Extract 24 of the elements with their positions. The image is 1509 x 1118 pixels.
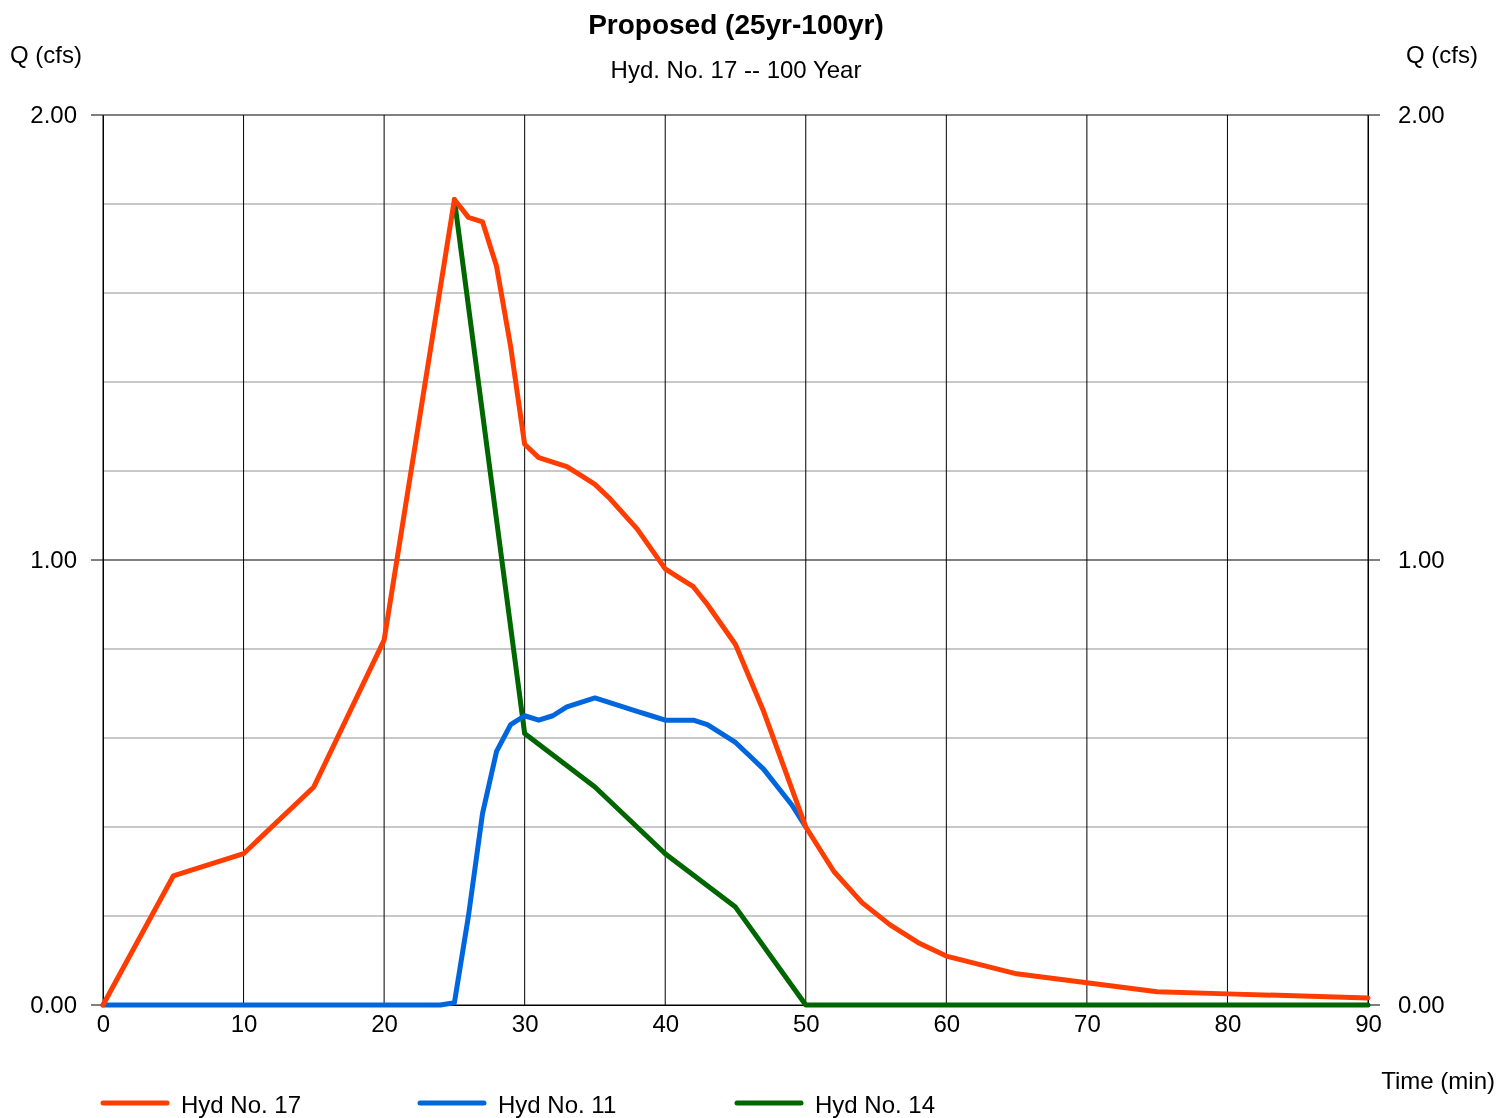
x-tick-label: 0: [96, 1010, 111, 1038]
chart-title: Proposed (25yr-100yr): [588, 9, 884, 40]
x-tick-label: 30: [511, 1010, 539, 1038]
chart-subtitle: Hyd. No. 17 -- 100 Year: [610, 56, 862, 83]
x-axis-title: Time (min): [1381, 1067, 1495, 1094]
y2-axis-title: Q (cfs): [1406, 41, 1478, 68]
legend-label: Hyd No. 17: [181, 1091, 302, 1118]
x-tick-label: 20: [371, 1010, 398, 1038]
legend-label: Hyd No. 14: [815, 1091, 936, 1118]
x-tick-label: 60: [933, 1010, 961, 1038]
x-tick-label: 40: [652, 1010, 680, 1038]
x-tick-label: 70: [1074, 1010, 1101, 1038]
x-tick-label: 80: [1214, 1010, 1242, 1038]
y-tick-label: 1.00: [30, 546, 77, 574]
x-tick-label: 10: [230, 1010, 258, 1038]
y-tick-label: 0.00: [30, 991, 77, 1019]
legend-label: Hyd No. 11: [498, 1091, 617, 1118]
y-axis-title: Q (cfs): [10, 41, 82, 68]
y-tick-label: 2.00: [30, 101, 77, 129]
y2-tick-label: 0.00: [1398, 991, 1445, 1019]
y2-tick-label: 1.00: [1398, 546, 1445, 574]
x-tick-label: 50: [792, 1010, 820, 1038]
x-tick-label: 90: [1355, 1010, 1382, 1038]
y2-tick-label: 2.00: [1398, 101, 1445, 129]
